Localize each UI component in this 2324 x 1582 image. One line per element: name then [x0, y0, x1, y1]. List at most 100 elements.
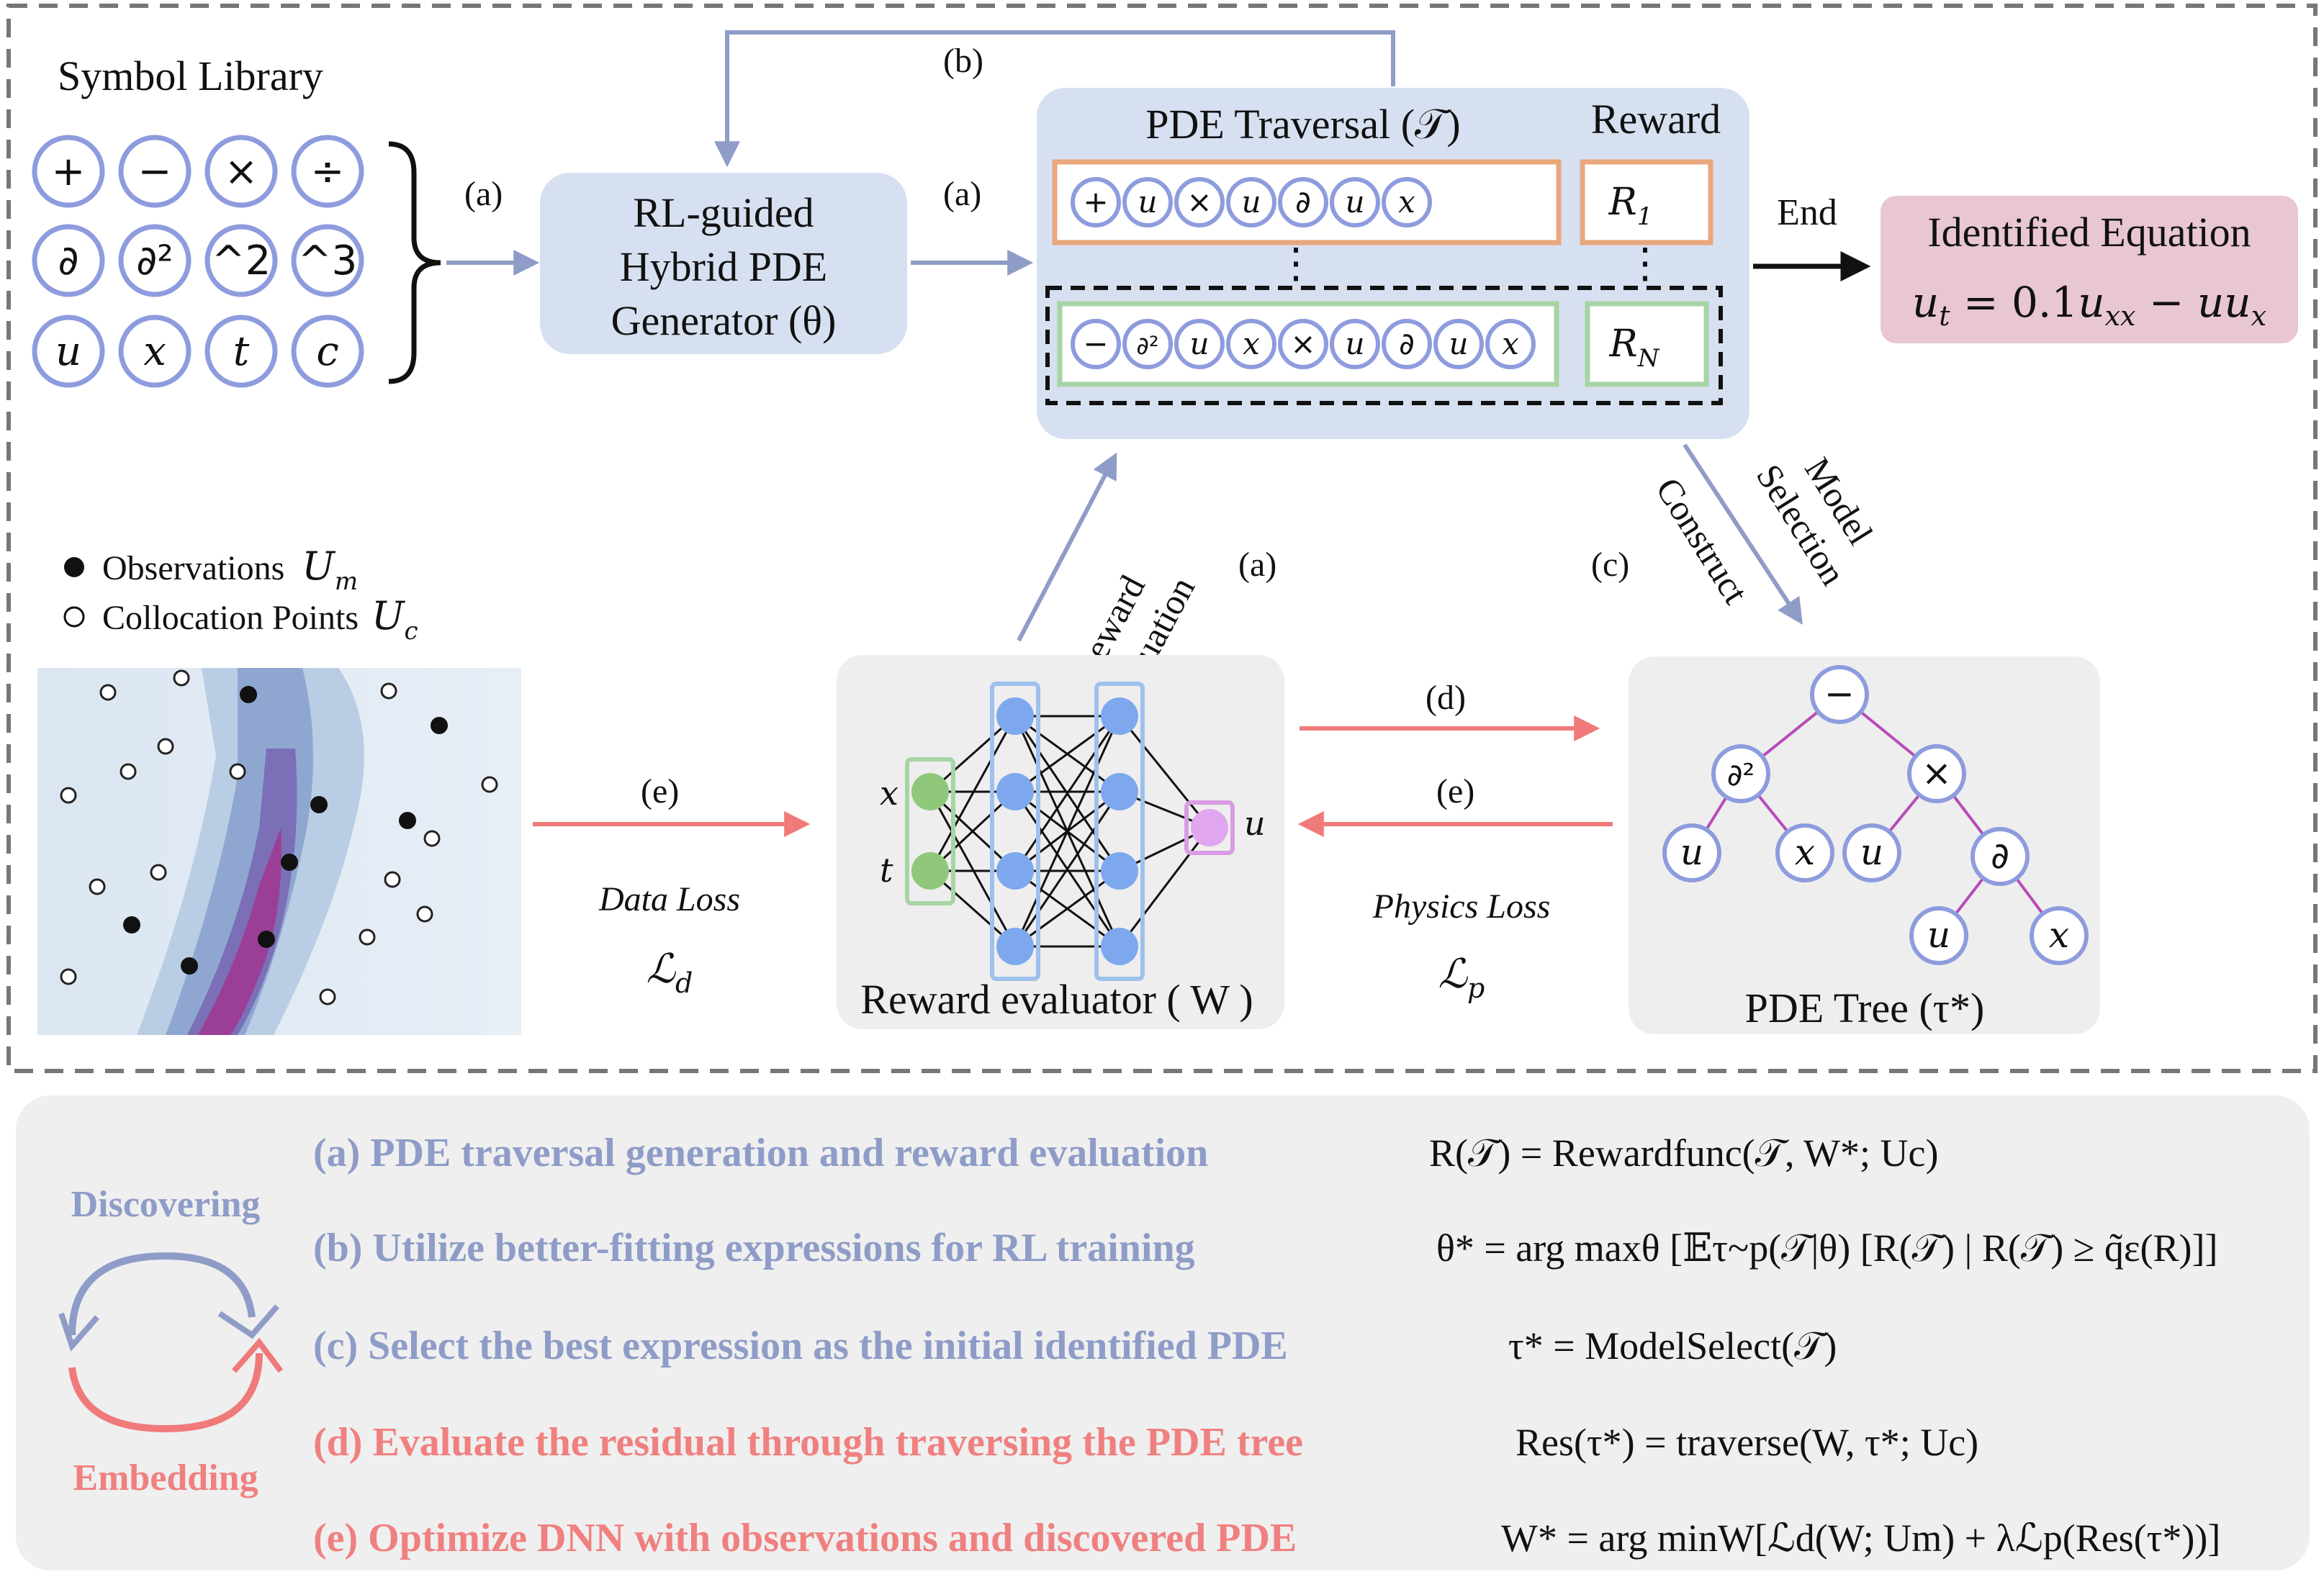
nn-hidden-node [1101, 773, 1138, 810]
symbol-grid: + − × ÷ ∂ ∂² ^2 ^3 u x t c [32, 135, 364, 388]
symbol-8: u [32, 315, 105, 388]
nn-input-layer [905, 757, 955, 905]
arrow-model-selection [1683, 443, 1803, 625]
collocation-point [359, 928, 376, 946]
symbol-library-title: Symbol Library [58, 53, 323, 99]
generator-line3: Generator (θ) [611, 297, 837, 344]
collocation-point [157, 738, 174, 755]
ellipsis-reward: ⋮ [1624, 240, 1666, 286]
svg-text:x: x [1502, 326, 1519, 361]
traversal-title: PDE Traversal (𝒯) [1145, 101, 1461, 148]
nn-input-t-label: t [880, 851, 893, 890]
nn-hidden-node [996, 697, 1034, 735]
seq1-token-3: u [1226, 177, 1276, 227]
nn-hidden-node [996, 773, 1034, 810]
arrow-feedback-b [714, 30, 1395, 168]
collocation-point [423, 830, 441, 847]
tree-node-3: u [1662, 823, 1721, 882]
svg-text:Construct: Construct [1648, 471, 1757, 611]
seq2-token-2: u [1174, 319, 1225, 369]
data-loss-label: Data Loss [598, 880, 740, 918]
symbol-4: ∂ [32, 224, 105, 297]
nn-hidden-node [1101, 852, 1138, 890]
symbol-10: t [204, 315, 278, 388]
reward-r1-box [1580, 159, 1713, 245]
svg-text:u: u [1860, 831, 1883, 873]
observation-point [281, 854, 298, 871]
svg-text:x: x [1795, 831, 1815, 873]
end-label: End [1777, 192, 1837, 233]
collocation-point [120, 763, 137, 780]
embedding-label: Embedding [73, 1457, 258, 1499]
generator-line2: Hybrid PDE [620, 243, 827, 290]
observation-point [258, 931, 275, 948]
observation-point [240, 686, 257, 703]
svg-text:u: u [1680, 831, 1703, 873]
observation-point [310, 796, 328, 813]
nn-output-node [1191, 809, 1228, 846]
svg-text:u: u [1138, 184, 1157, 220]
collocation-point [380, 682, 397, 700]
observation-points [123, 686, 448, 975]
collocation-point [60, 968, 77, 985]
evaluator-title: Reward evaluator ( W ) [860, 976, 1253, 1023]
symbol-5: ∂² [118, 224, 192, 297]
solution-field [37, 668, 521, 1035]
nn-hidden-node [996, 852, 1034, 890]
discovering-label: Discovering [71, 1184, 261, 1225]
collocation-point [99, 684, 117, 701]
svg-text:−: − [1083, 326, 1108, 361]
tree-node-5: u [1842, 823, 1901, 882]
nn-hidden-layer-1 [990, 682, 1040, 981]
svg-text:×: × [1186, 184, 1212, 220]
svg-text:u: u [1345, 326, 1364, 361]
tree-node-6: ∂ [1971, 827, 2030, 886]
svg-text:u: u [1345, 184, 1364, 220]
legend-step-formula: Res(τ*) = traverse(W, τ*; Uc) [1515, 1421, 1978, 1464]
seq1-token-4: ∂ [1278, 177, 1328, 227]
symbol-brace [388, 141, 441, 384]
legend-step-4: (e) Optimize DNN with observations and d… [313, 1516, 2220, 1560]
tree-node-4: x [1775, 823, 1834, 882]
ellipsis-seq: ⋮ [1275, 240, 1317, 286]
legend-step-text: (c) Select the best expression as the in… [313, 1324, 1288, 1368]
identified-title: Identified Equation [1927, 209, 2251, 256]
tree-node-0: − [1810, 665, 1869, 724]
svg-text:×: × [1290, 326, 1315, 361]
model-selection-text: Model Selection [1749, 451, 1881, 592]
identified-box [1881, 196, 2298, 343]
reward-rn: RN [1609, 322, 1660, 373]
traversal-dashed-box [1045, 286, 1723, 405]
legend-panel [16, 1095, 2310, 1570]
legend-step-text: (e) Optimize DNN with observations and d… [313, 1516, 1297, 1560]
observation-point [431, 717, 448, 734]
nn-input-x-label: x [880, 774, 898, 813]
symbol-7: ^3 [291, 224, 364, 297]
seq2-token-1: ∂² [1122, 319, 1173, 369]
seq1-token-0: + [1071, 177, 1121, 227]
collocation-point [416, 905, 433, 923]
svg-text:−: − [1824, 673, 1855, 715]
generator-line1: RL-guided [633, 189, 814, 236]
svg-text:∂: ∂ [1295, 184, 1311, 220]
collocation-point [384, 871, 401, 888]
label-c: (c) [1591, 546, 1629, 584]
symbol-3: ÷ [291, 135, 364, 208]
reward-r1: R1 [1608, 181, 1653, 231]
legend-step-text: (a) PDE traversal generation and reward … [313, 1131, 1208, 1175]
svg-text:∂²: ∂² [136, 238, 173, 284]
seq2-token-4: × [1278, 319, 1328, 369]
label-e-2: (e) [1436, 772, 1474, 810]
seq2-token-6: ∂ [1382, 319, 1432, 369]
legend-step-formula: τ* = ModelSelect(𝒯) [1508, 1324, 1837, 1368]
nn-output-layer [1184, 800, 1235, 855]
symbol-2: × [204, 135, 278, 208]
seq1-token-5: u [1330, 177, 1380, 227]
svg-text:∂²: ∂² [1727, 757, 1755, 792]
nn-hidden-node [1101, 697, 1138, 735]
tree-node-2: × [1907, 744, 1966, 803]
collocation-point [150, 864, 167, 881]
legend-step-2: (c) Select the best expression as the in… [313, 1324, 1837, 1368]
